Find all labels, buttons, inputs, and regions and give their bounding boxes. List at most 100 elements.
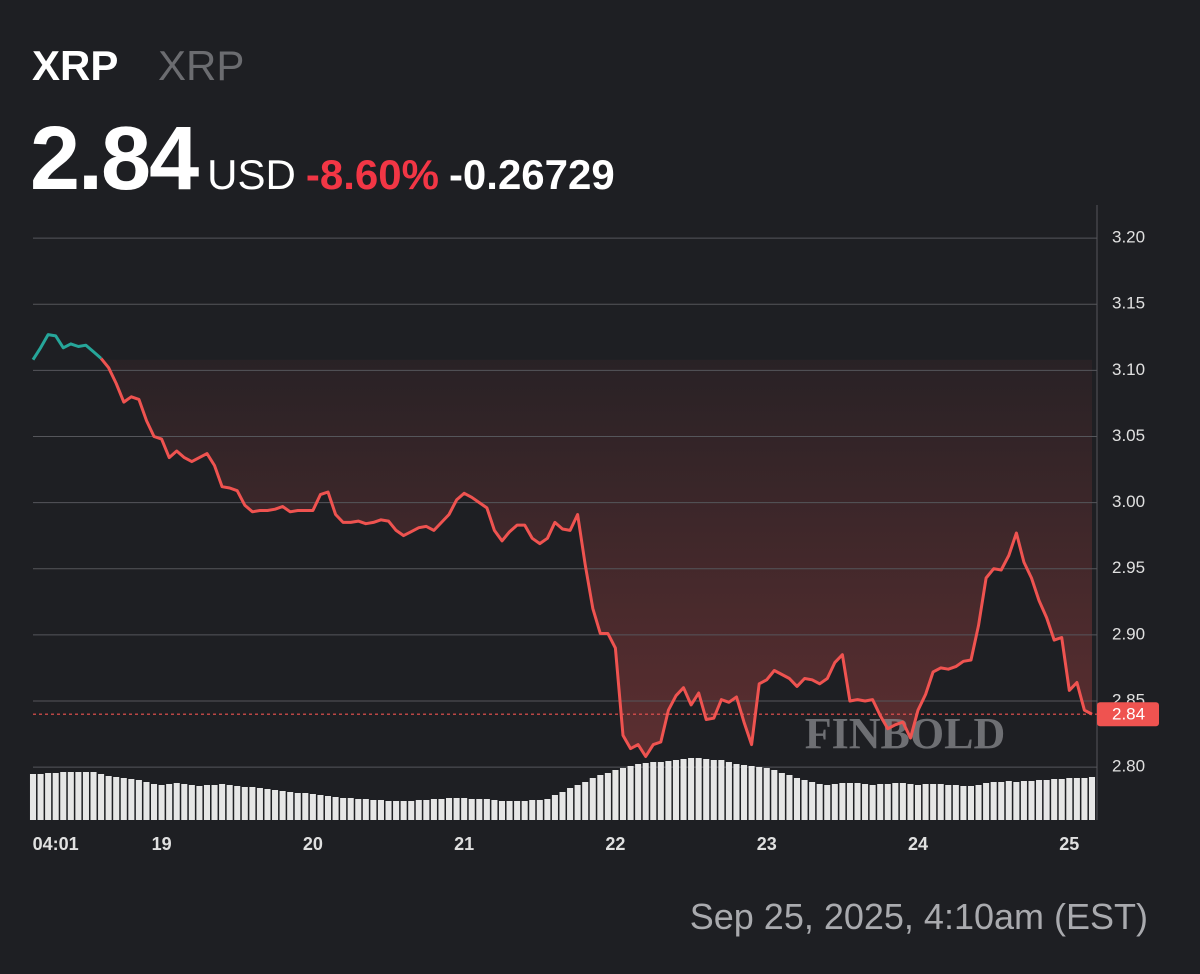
volume-bar [642, 763, 649, 820]
volume-bar [385, 801, 392, 820]
volume-bar [181, 784, 188, 820]
volume-bar [45, 773, 52, 820]
volume-bar [60, 772, 67, 820]
volume-bar [113, 777, 120, 820]
volume-bar [317, 795, 324, 820]
price-line [31, 333, 103, 361]
currency: USD [207, 151, 296, 198]
volume-bar [430, 799, 437, 820]
volume-bar [748, 766, 755, 820]
volume-bar [559, 792, 566, 820]
asset-name: XRP [158, 42, 245, 89]
volume-bar [294, 793, 301, 820]
volume-bar [1058, 779, 1065, 820]
timestamp: Sep 25, 2025, 4:10am (EST) [689, 896, 1148, 937]
volume-bar [483, 799, 490, 820]
volume-bar [1088, 777, 1096, 820]
volume-bar [952, 785, 959, 820]
volume-bar [309, 794, 316, 820]
volume-bar [672, 760, 679, 820]
volume-bar [665, 761, 672, 820]
volume-bar [256, 788, 263, 820]
volume-bar [1005, 781, 1012, 820]
volume-bar [521, 801, 528, 820]
volume-bar [824, 785, 831, 820]
volume-bar [188, 785, 195, 820]
volume-bar [990, 782, 997, 820]
volume-bar [415, 800, 422, 820]
volume-bar [1073, 778, 1080, 820]
volume-bar [135, 780, 142, 820]
x-tick-label: 19 [152, 834, 172, 854]
volume-bar [120, 778, 127, 820]
volume-bar [816, 784, 823, 820]
volume-bar [340, 798, 347, 820]
volume-bar [960, 786, 967, 820]
volume-bar [393, 801, 400, 820]
volume-bar [937, 784, 944, 820]
y-tick-label: 3.15 [1112, 294, 1145, 313]
volume-bar [90, 772, 97, 820]
volume-bar [514, 801, 521, 820]
volume-bar [778, 773, 785, 820]
volume-bar [854, 783, 861, 820]
volume-bar [914, 785, 922, 820]
y-tick-label: 3.05 [1112, 426, 1145, 445]
volume-bar [1051, 779, 1058, 820]
volume-bar [604, 773, 611, 820]
volume-bar [899, 783, 906, 820]
volume-bar [680, 759, 687, 820]
volume-bar [725, 762, 732, 820]
volume-bar [619, 768, 627, 820]
volume-bar [597, 775, 604, 820]
volume-bar [756, 767, 763, 820]
volume-bar [234, 786, 241, 820]
volume-bar [589, 778, 596, 820]
volume-bar [536, 800, 543, 820]
volume-bar [1013, 782, 1020, 820]
volume-bar [1020, 781, 1027, 820]
volume-bar [703, 759, 710, 820]
volume-bar [241, 787, 248, 820]
volume-bar [869, 785, 876, 820]
volume-bar [635, 764, 642, 820]
volume-bar [839, 783, 846, 820]
volume-bar [786, 775, 793, 820]
volume-bar [264, 789, 271, 820]
x-tick-label: 25 [1059, 834, 1079, 854]
volume-bar [892, 783, 899, 820]
volume-bar [582, 782, 589, 820]
volume-bar [279, 791, 286, 820]
volume-bar [831, 784, 838, 820]
x-tick-label: 23 [757, 834, 777, 854]
volume-bar [196, 786, 203, 820]
x-tick-label: 20 [303, 834, 323, 854]
volume-bar [98, 774, 105, 820]
volume-bar [362, 799, 369, 820]
price-line [99, 357, 1093, 758]
volume-bar [846, 783, 853, 820]
volume-bar [166, 784, 173, 820]
volume-bar [82, 772, 89, 820]
volume-bar [287, 792, 294, 820]
x-tick-label: 21 [454, 834, 474, 854]
volume-bar [998, 782, 1005, 820]
volume-bar [741, 765, 748, 820]
volume-bar [461, 798, 468, 820]
volume-bar [219, 784, 226, 820]
volume-bar [52, 773, 59, 820]
volume-bar [438, 799, 445, 820]
volume-bar [551, 795, 558, 820]
y-tick-label: 2.80 [1112, 757, 1145, 776]
volume-bar [158, 785, 165, 820]
volume-bar [498, 801, 506, 820]
volume-bar [453, 798, 460, 820]
volume-bar [105, 776, 112, 820]
volume-bar [491, 800, 498, 820]
change-abs: -0.26729 [448, 151, 615, 198]
volume-bar [1036, 780, 1043, 820]
x-tick-label: 04:01 [33, 834, 79, 854]
volume-bar [370, 800, 377, 820]
